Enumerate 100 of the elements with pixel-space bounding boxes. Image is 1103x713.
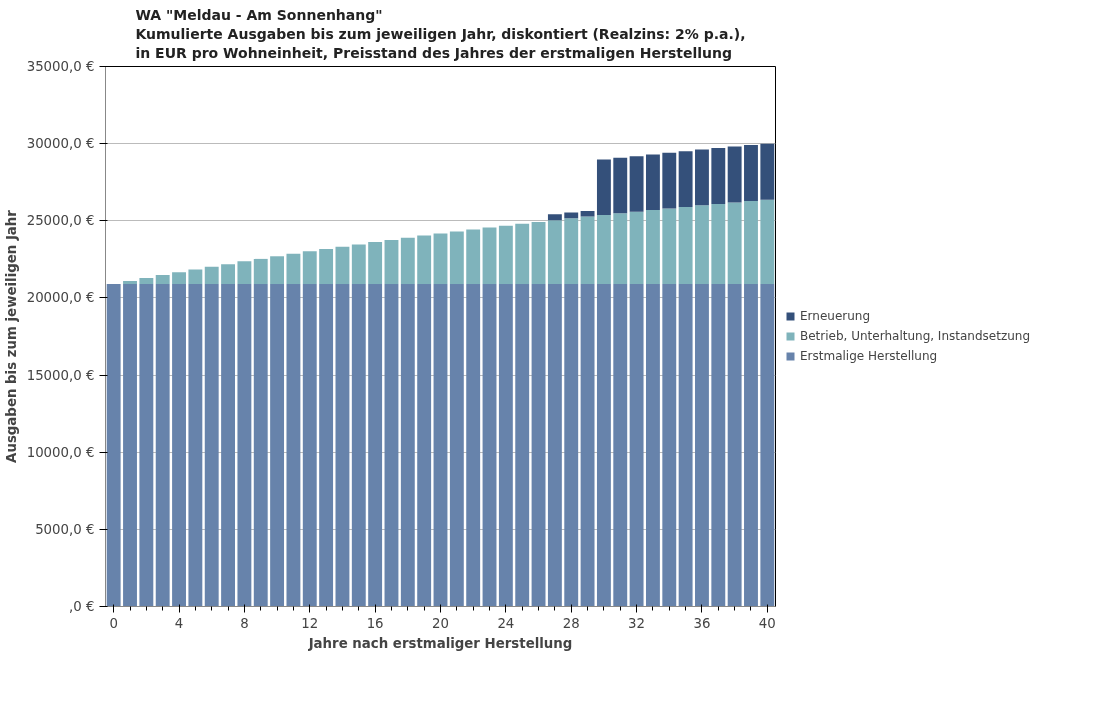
legend-label: Betrieb, Unterhaltung, Instandsetzung — [800, 329, 1031, 343]
bar — [498, 284, 513, 607]
bar — [139, 278, 154, 285]
x-tick-label: 28 — [562, 615, 580, 631]
bar — [139, 284, 154, 607]
bar — [760, 199, 775, 285]
bar — [613, 284, 628, 607]
bar — [384, 284, 399, 607]
y-tick-label: 35000,0 € — [26, 59, 95, 74]
bar — [515, 223, 530, 285]
bar — [744, 145, 758, 202]
bar — [204, 284, 219, 607]
bar — [335, 246, 350, 285]
x-tick-label: 8 — [240, 615, 249, 631]
bar — [744, 284, 758, 607]
bar — [695, 284, 709, 607]
bar — [547, 214, 562, 221]
bar — [596, 284, 611, 607]
bar — [253, 258, 268, 285]
bar — [449, 231, 464, 285]
y-tick-label: 25000,0 € — [26, 213, 95, 229]
bar — [400, 284, 415, 607]
bar — [711, 148, 726, 204]
x-tick-label: 16 — [366, 615, 384, 631]
bar — [466, 229, 481, 285]
bar — [695, 205, 709, 285]
bar — [221, 264, 236, 285]
bar — [564, 218, 579, 285]
y-tick-label: 20000,0 € — [26, 290, 95, 306]
bar — [580, 211, 595, 217]
bar — [286, 253, 301, 285]
bar — [596, 214, 611, 285]
bar — [433, 284, 448, 607]
bar — [221, 284, 236, 607]
bar — [368, 284, 383, 607]
bar — [237, 261, 252, 285]
bar — [172, 272, 186, 285]
bar — [449, 284, 464, 607]
bar — [678, 206, 693, 285]
y-tick-label: 10000,0 € — [26, 444, 95, 460]
x-tick-label: 4 — [174, 615, 184, 631]
bar — [547, 284, 562, 607]
bar — [760, 284, 775, 607]
x-tick-label: 36 — [693, 615, 711, 631]
bar — [645, 209, 660, 285]
y-tick-label: 5000,0 € — [35, 521, 95, 537]
bar — [727, 146, 742, 203]
bar — [515, 284, 530, 607]
x-tick-label: 24 — [497, 615, 515, 631]
bar — [123, 284, 137, 607]
x-tick-label: 32 — [628, 615, 646, 631]
bar — [580, 216, 595, 285]
bar — [466, 284, 481, 607]
bar — [727, 202, 742, 285]
bar — [482, 284, 497, 607]
bar — [417, 284, 432, 607]
bar — [760, 143, 775, 200]
bar — [498, 225, 513, 285]
bar — [711, 203, 726, 285]
bar — [335, 284, 350, 607]
bar — [678, 151, 693, 207]
bar — [253, 284, 268, 607]
bar — [645, 154, 660, 210]
x-axis-title: Jahre nach erstmaliger Herstellung — [307, 635, 573, 651]
bar — [319, 284, 334, 607]
bar — [613, 157, 628, 214]
bar — [155, 275, 170, 285]
bar — [531, 284, 546, 607]
x-tick-label: 20 — [432, 615, 449, 631]
bar — [629, 284, 644, 607]
bar — [629, 211, 644, 285]
bar — [270, 256, 285, 285]
bar — [662, 284, 677, 607]
bar — [580, 284, 595, 607]
bar — [188, 284, 203, 607]
bar — [106, 284, 121, 607]
bar — [433, 233, 448, 285]
bar — [482, 227, 497, 285]
bar — [400, 237, 415, 285]
bar — [711, 284, 726, 607]
bar — [531, 222, 546, 285]
bar — [351, 244, 366, 285]
bar — [678, 284, 693, 607]
bar — [351, 284, 366, 607]
bar — [286, 284, 301, 607]
bar — [319, 249, 334, 285]
bar — [270, 284, 285, 607]
x-tick-label: 12 — [301, 615, 319, 631]
legend-label: Erneuerung — [800, 309, 871, 323]
bar — [727, 284, 742, 607]
bar — [744, 201, 758, 285]
bar — [384, 239, 399, 285]
legend-label: Erstmalige Herstellung — [800, 349, 938, 363]
bar — [237, 284, 252, 607]
chart-title: WA "Meldau - Am Sonnenhang" Kumulierte Ausgaben bis zum jeweiligen Jahr, diskontiert (Realzins: 2% p.a.), in EUR pro Wohneinheit, Preisstand des Jahres der erstmaligen Herstellung — [135, 7, 746, 62]
bar — [662, 152, 677, 209]
bar — [302, 251, 317, 285]
bar — [204, 266, 219, 285]
bar — [302, 284, 317, 607]
y-axis-title: Ausgaben bis zum jeweiligen Jahr — [3, 209, 19, 463]
